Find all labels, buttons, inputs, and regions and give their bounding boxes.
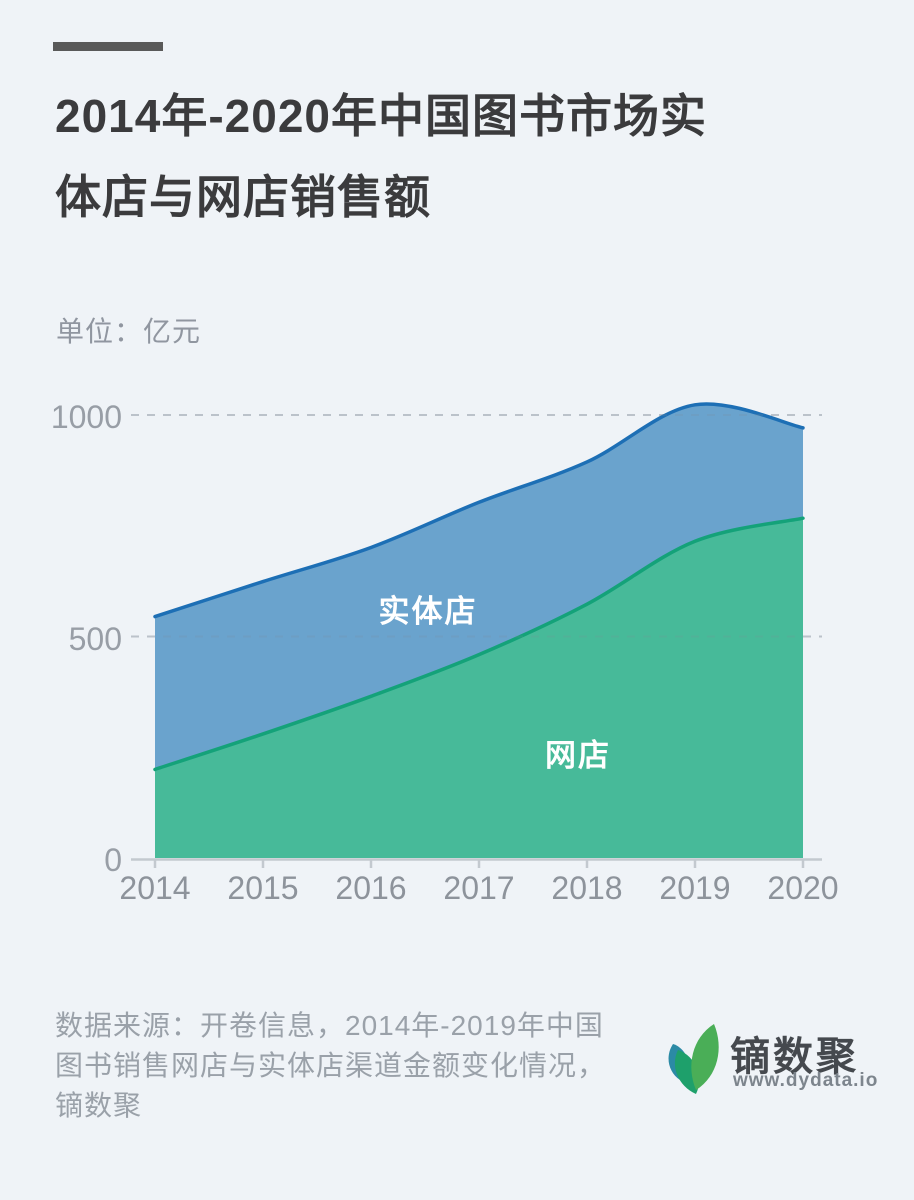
y-axis-tick-500: 500 <box>68 621 122 657</box>
page-title: 2014年-2020年中国图书市场实 体店与网店销售额 <box>55 76 885 238</box>
dydata-logo: 镝数聚 www.dydata.io <box>666 1018 886 1098</box>
dydata-leaves-icon <box>668 1024 719 1094</box>
dydata-logo-url: www.dydata.io <box>733 1070 879 1091</box>
series-label-physical-store: 实体店 <box>378 594 478 629</box>
x-axis-tick-2016: 2016 <box>335 870 407 906</box>
area-online-store <box>155 518 803 858</box>
line-online-top <box>153 516 805 772</box>
data-source-line-3: 镝数聚 <box>55 1090 143 1121</box>
page-title-line-2: 体店与网店销售额 <box>55 171 431 223</box>
y-axis-tick-1000: 1000 <box>50 399 122 435</box>
y-axis-tick-0: 0 <box>104 842 122 878</box>
page-title-line-1: 2014年-2020年中国图书市场实 <box>55 90 707 142</box>
x-axis-tick-2015: 2015 <box>227 870 299 906</box>
unit-label: 单位：亿元 <box>56 316 202 347</box>
x-axis-tick-2017: 2017 <box>443 870 515 906</box>
data-source-line-2: 图书销售网店与实体店渠道金额变化情况， <box>55 1050 607 1081</box>
title-accent-bar <box>53 42 163 51</box>
x-axis-tick-2019: 2019 <box>659 870 731 906</box>
x-axis-tick-2014: 2014 <box>119 870 191 906</box>
x-axis-tick-2018: 2018 <box>551 870 623 906</box>
data-source-line-1: 数据来源：开卷信息，2014年-2019年中国 <box>55 1010 604 1041</box>
stacked-area-chart <box>131 402 822 868</box>
line-total-top <box>153 402 805 619</box>
series-label-online-store: 网店 <box>545 738 611 773</box>
x-axis-tick-2020: 2020 <box>767 870 839 906</box>
data-source-note: 数据来源：开卷信息，2014年-2019年中国 图书销售网店与实体店渠道金额变化… <box>55 1006 655 1126</box>
dydata-logo-name: 镝数聚 <box>730 1035 859 1079</box>
